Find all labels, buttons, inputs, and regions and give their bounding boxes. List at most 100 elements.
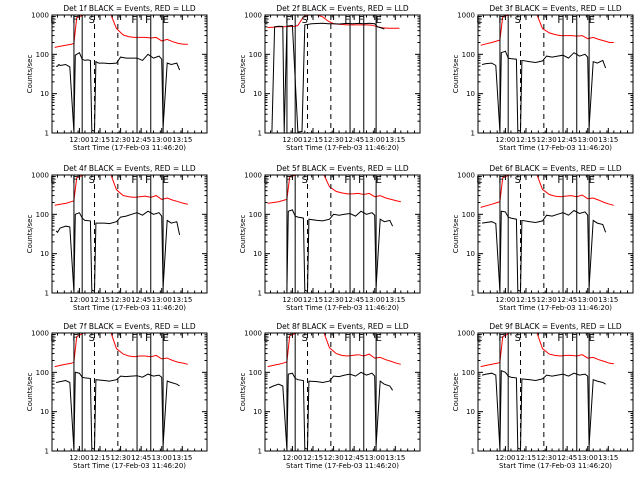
x-tick-label: 12:30 bbox=[110, 296, 130, 304]
x-tick-label: 13:00 bbox=[365, 454, 385, 462]
flag-label: F bbox=[285, 333, 291, 344]
plot-frame bbox=[51, 174, 208, 294]
x-tick-label: 12:30 bbox=[110, 454, 130, 462]
y-tick-label: 100 bbox=[462, 369, 475, 377]
x-tick-label: 12:00 bbox=[495, 454, 515, 462]
flag-label: E bbox=[263, 333, 269, 344]
y-tick-label: 10 bbox=[40, 250, 49, 258]
y-tick-label: 1 bbox=[258, 290, 262, 298]
events-series-line bbox=[55, 371, 180, 451]
flag-label: F bbox=[344, 175, 350, 186]
flag-label: S bbox=[89, 333, 95, 344]
plot-frame bbox=[477, 174, 634, 294]
x-tick-label: 13:00 bbox=[578, 454, 598, 462]
x-tick-label: 12:15 bbox=[90, 136, 110, 144]
y-tick-label: 1 bbox=[45, 290, 49, 298]
flag-label: F bbox=[131, 175, 137, 186]
x-tick-label: 12:00 bbox=[69, 296, 89, 304]
plot-frame bbox=[264, 332, 421, 452]
x-tick-label: 13:00 bbox=[152, 136, 172, 144]
y-tick-label: 100 bbox=[36, 211, 49, 219]
y-tick-label: 1 bbox=[471, 130, 475, 138]
y-tick-label: 10 bbox=[466, 250, 475, 258]
flag-label: S bbox=[302, 15, 308, 26]
y-tick-label: 100 bbox=[36, 51, 49, 59]
y-axis-label: Counts/sec bbox=[26, 215, 34, 254]
x-tick-label: 12:45 bbox=[557, 296, 577, 304]
x-tick-label: 12:00 bbox=[282, 136, 302, 144]
y-axis-label: Counts/sec bbox=[452, 373, 460, 412]
x-tick-label: 12:45 bbox=[557, 454, 577, 462]
events-series-line bbox=[482, 209, 607, 293]
flag-label: F bbox=[358, 175, 364, 186]
plot-frame bbox=[264, 14, 421, 134]
x-tick-label: 12:30 bbox=[323, 136, 343, 144]
y-tick-label: 100 bbox=[249, 51, 262, 59]
flag-label: F bbox=[145, 175, 151, 186]
x-tick-label: 12:45 bbox=[344, 296, 364, 304]
x-tick-label: 13:15 bbox=[598, 136, 618, 144]
x-tick-label: 12:45 bbox=[131, 136, 151, 144]
flag-label: F bbox=[557, 175, 563, 186]
y-tick-label: 10 bbox=[466, 408, 475, 416]
x-tick-label: 12:30 bbox=[536, 454, 556, 462]
y-tick-label: 10 bbox=[253, 408, 262, 416]
events-series-line bbox=[481, 369, 606, 451]
x-tick-label: 12:45 bbox=[344, 136, 364, 144]
flag-label: E bbox=[163, 333, 169, 344]
flag-label: F bbox=[344, 333, 350, 344]
y-tick-label: 1 bbox=[258, 130, 262, 138]
x-axis-label: Start Time (17-Feb-03 11:46:20) bbox=[286, 304, 399, 312]
y-axis-label: Counts/sec bbox=[452, 215, 460, 254]
flag-label: S bbox=[515, 333, 521, 344]
y-tick-label: 1000 bbox=[457, 172, 475, 180]
y-tick-label: 10 bbox=[253, 90, 262, 98]
flag-label: F bbox=[358, 15, 364, 26]
x-tick-label: 13:15 bbox=[172, 136, 192, 144]
chart-title: Det 3f BLACK = Events, RED = LLD bbox=[489, 4, 622, 13]
flag-label: F bbox=[571, 333, 577, 344]
y-axis-label: Counts/sec bbox=[239, 373, 247, 412]
flag-label: E bbox=[50, 175, 56, 186]
flag-label: F bbox=[72, 333, 78, 344]
x-tick-label: 13:15 bbox=[598, 296, 618, 304]
x-tick-label: 13:00 bbox=[578, 296, 598, 304]
chart-title: Det 8f BLACK = Events, RED = LLD bbox=[276, 322, 409, 331]
y-tick-label: 1000 bbox=[244, 330, 262, 338]
x-tick-label: 12:15 bbox=[303, 296, 323, 304]
x-tick-label: 12:00 bbox=[282, 296, 302, 304]
flag-label: F bbox=[571, 175, 577, 186]
plot-frame bbox=[477, 14, 634, 134]
x-axis-label: Start Time (17-Feb-03 11:46:20) bbox=[286, 462, 399, 470]
y-tick-label: 1000 bbox=[31, 330, 49, 338]
flag-label: F bbox=[498, 175, 504, 186]
y-axis-label: Counts/sec bbox=[26, 55, 34, 94]
events-series-line bbox=[271, 22, 385, 133]
flag-label: E bbox=[50, 333, 56, 344]
flag-label: E bbox=[163, 175, 169, 186]
y-tick-label: 10 bbox=[466, 90, 475, 98]
x-tick-label: 12:15 bbox=[303, 454, 323, 462]
y-tick-label: 100 bbox=[462, 211, 475, 219]
plot-frame bbox=[264, 174, 421, 294]
chart-title: Det 5f BLACK = Events, RED = LLD bbox=[276, 164, 409, 173]
flag-label: E bbox=[476, 15, 482, 26]
events-series-line bbox=[55, 210, 181, 293]
x-tick-label: 13:00 bbox=[365, 136, 385, 144]
flag-label: S bbox=[515, 15, 521, 26]
x-tick-label: 13:00 bbox=[152, 296, 172, 304]
x-axis-label: Start Time (17-Feb-03 11:46:20) bbox=[499, 462, 612, 470]
flag-label: F bbox=[498, 15, 504, 26]
y-tick-label: 1000 bbox=[31, 172, 49, 180]
y-tick-label: 100 bbox=[249, 211, 262, 219]
flag-label: E bbox=[50, 15, 56, 26]
x-axis-label: Start Time (17-Feb-03 11:46:20) bbox=[499, 304, 612, 312]
y-axis-label: Counts/sec bbox=[239, 215, 247, 254]
chart-title: Det 9f BLACK = Events, RED = LLD bbox=[489, 322, 622, 331]
x-tick-label: 12:15 bbox=[90, 454, 110, 462]
